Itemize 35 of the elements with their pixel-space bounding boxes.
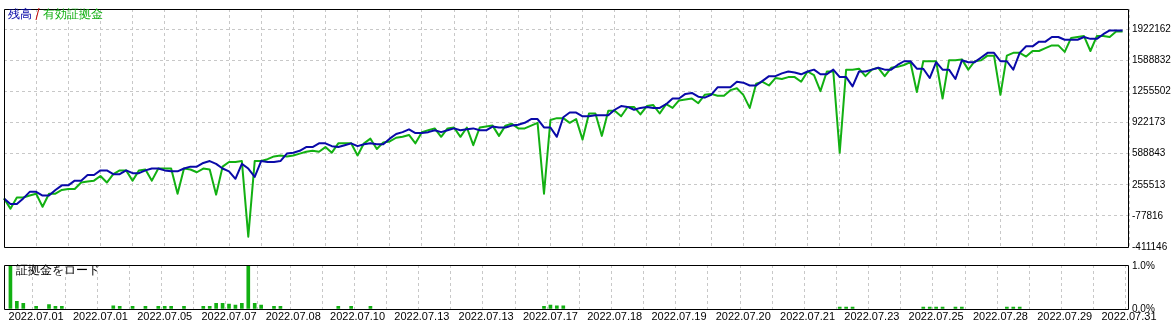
x-tick-label: 2022.07.21	[780, 310, 836, 323]
bar	[15, 300, 19, 309]
y-tick-label: 255513	[1132, 178, 1166, 190]
x-tick-label: 2022.07.17	[522, 310, 578, 323]
bar	[252, 303, 257, 309]
x-tick-label: 2022.07.10	[330, 310, 386, 323]
bar	[47, 304, 51, 309]
bar	[246, 265, 251, 309]
x-tick-label: 2022.07.25	[908, 310, 964, 323]
x-tick-label: 2022.07.01	[8, 310, 64, 323]
bar	[21, 303, 26, 309]
text: 有効証拠金	[43, 7, 103, 21]
x-tick-label: 2022.07.20	[715, 310, 771, 323]
x-tick-label: 2022.07.29	[1037, 310, 1093, 323]
y-tick-label: 1588832	[1132, 54, 1172, 66]
x-tick-label: 2022.07.07	[201, 310, 257, 323]
x-tick-label: 2022.07.18	[587, 310, 643, 323]
x-tick-label: 2022.07.13	[458, 310, 514, 323]
bar	[214, 303, 218, 309]
x-tick-label: 2022.07.13	[394, 310, 450, 323]
y-tick-label: -77816	[1132, 209, 1164, 221]
y-tick-label: 1.0%	[1132, 260, 1155, 272]
x-tick-label: 2022.07.23	[844, 310, 900, 323]
y-tick-label: 1255502	[1132, 85, 1172, 97]
y-tick-label: 1922162	[1132, 23, 1172, 35]
x-tick-label: 2022.07.08	[265, 310, 321, 323]
y-tick-label: 588843	[1132, 147, 1166, 159]
x-tick-label: 2022.07.05	[137, 310, 193, 323]
y-tick-label: -411146	[1132, 240, 1168, 252]
bar	[240, 303, 244, 309]
x-tick-label: 2022.07.01	[72, 310, 128, 323]
x-tick-label: 2022.07.19	[651, 310, 707, 323]
text: 残高	[8, 7, 32, 21]
y-tick-label: 922173	[1132, 116, 1166, 128]
x-tick-label: 2022.07.28	[972, 310, 1028, 323]
